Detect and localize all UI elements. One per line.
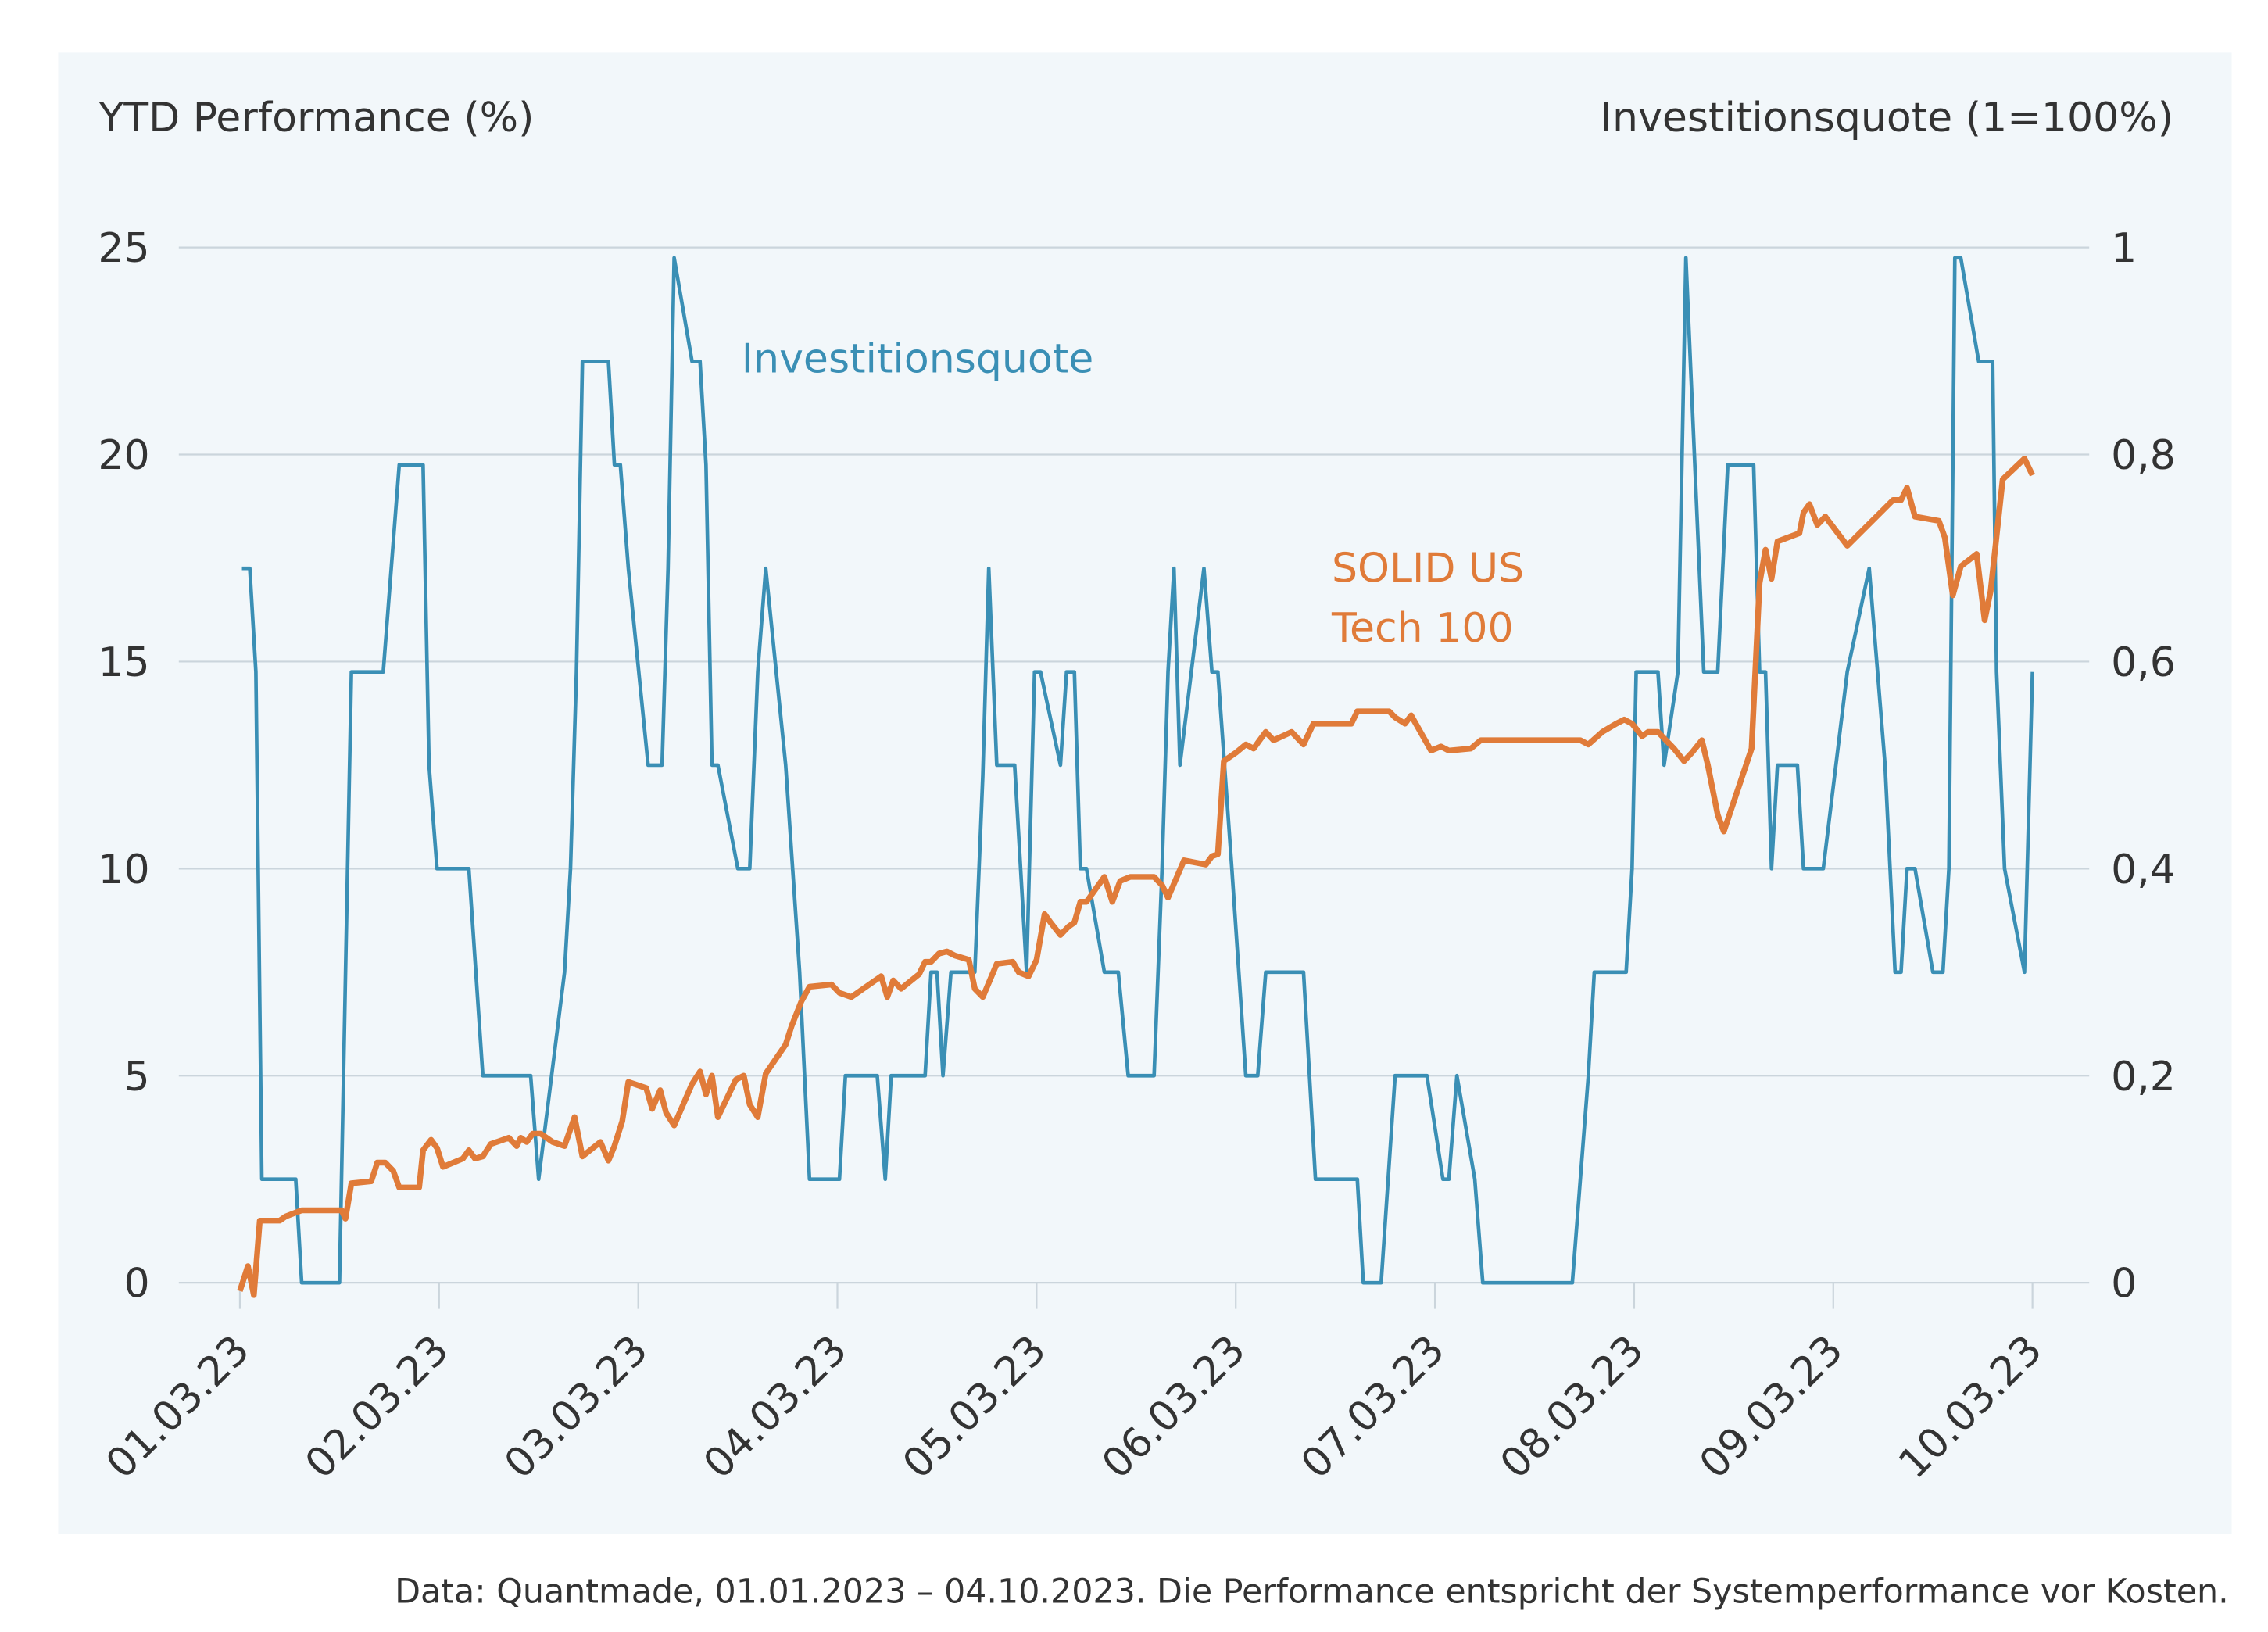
y-left-axis-label: YTD Performance (%) [98,95,534,141]
series-lines [237,256,2035,1298]
series-label-investitionsquote: Investitionsquote [742,336,1094,383]
y-right-tick-label: 0,6 [2111,639,2176,686]
y-right-tick-label: 1 [2111,225,2137,272]
series-line-investitionsquote [241,256,2034,1285]
series-label-solid-line2: Tech 100 [1331,605,1514,652]
series-line-solid-us-tech-100 [237,456,2035,1298]
chart-background [58,52,2232,1534]
y-right-tick-label: 0 [2111,1261,2137,1308]
y-right-tick-label: 0,2 [2111,1054,2176,1101]
y-left-tick-label: 0 [123,1261,149,1308]
footnote: Data: Quantmade, 01.01.2023 – 04.10.2023… [395,1572,2229,1611]
y-right-axis-label: Investitionsquote (1=100%) [1601,95,2173,141]
y-right-tick-label: 0,8 [2111,432,2176,479]
y-left-tick-label: 15 [98,639,149,686]
y-left-tick-label: 10 [98,846,149,893]
series-label-solid-line1: SOLID US [1332,545,1524,592]
y-left-tick-label: 25 [98,225,149,272]
y-left-tick-label: 20 [98,432,149,479]
y-right-tick-label: 0,4 [2111,846,2176,893]
y-left-tick-label: 5 [123,1054,149,1101]
